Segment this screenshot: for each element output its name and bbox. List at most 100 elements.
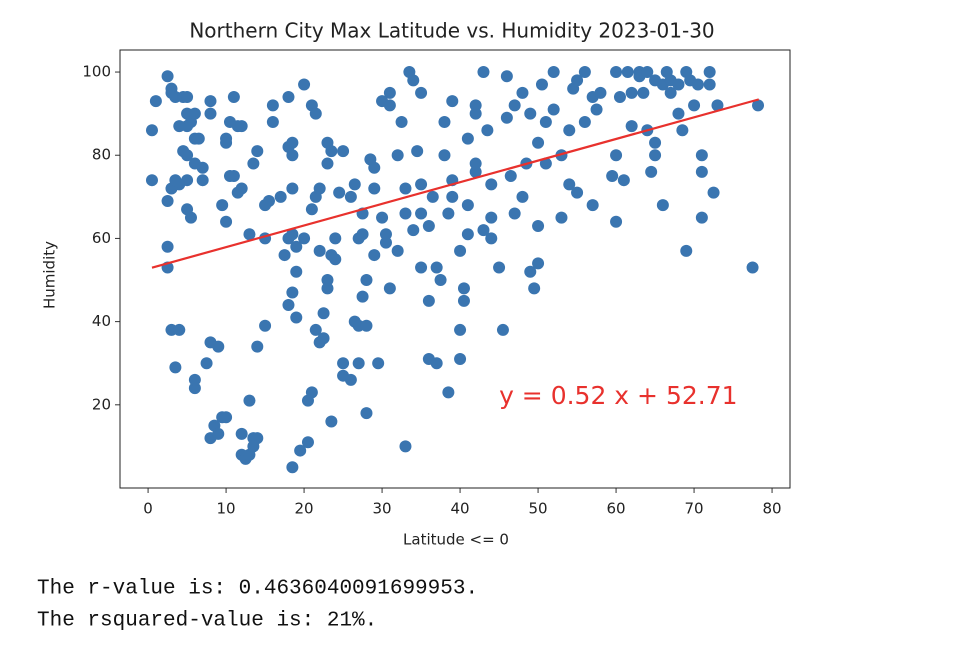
- data-point: [181, 149, 194, 162]
- data-point: [415, 178, 428, 191]
- data-point: [223, 170, 236, 183]
- data-point: [247, 440, 260, 453]
- data-point: [672, 107, 685, 120]
- data-point: [571, 74, 584, 87]
- data-point: [325, 415, 338, 428]
- y-tick-label: 80: [92, 146, 111, 164]
- data-point: [676, 124, 689, 137]
- data-point: [360, 319, 373, 332]
- data-point: [313, 182, 326, 195]
- data-point: [613, 91, 626, 104]
- data-point: [305, 386, 318, 399]
- data-point: [243, 228, 256, 241]
- data-point: [625, 86, 638, 99]
- data-point: [481, 124, 494, 137]
- data-point: [469, 165, 482, 178]
- data-point: [368, 182, 381, 195]
- data-point: [746, 261, 759, 274]
- data-point: [290, 265, 303, 278]
- x-tick-label: 70: [685, 500, 704, 518]
- y-tick-label: 40: [92, 312, 111, 330]
- output-line: The rsquared-value is: 21%.: [37, 610, 377, 633]
- data-point: [469, 99, 482, 112]
- data-point: [192, 132, 205, 145]
- data-point: [356, 290, 369, 303]
- data-point: [625, 120, 638, 133]
- data-point: [262, 194, 275, 207]
- data-point: [352, 357, 365, 370]
- data-point: [524, 265, 537, 278]
- y-tick-label: 60: [92, 229, 111, 247]
- data-point: [399, 440, 412, 453]
- data-point: [446, 190, 459, 203]
- data-point: [578, 115, 591, 128]
- output-line: The r-value is: 0.4636040091699953.: [37, 578, 478, 601]
- data-point: [286, 228, 299, 241]
- data-point: [703, 66, 716, 79]
- data-point: [415, 261, 428, 274]
- data-point: [438, 149, 451, 162]
- x-axis-label: Latitude <= 0: [403, 531, 509, 549]
- data-point: [532, 219, 545, 232]
- data-point: [535, 78, 548, 91]
- data-point: [173, 120, 186, 133]
- y-axis-label: Humidity: [41, 241, 59, 309]
- data-point: [391, 244, 404, 257]
- data-point: [688, 99, 701, 112]
- data-point: [457, 294, 470, 307]
- data-point: [344, 373, 357, 386]
- x-tick-label: 40: [451, 500, 470, 518]
- data-point: [251, 340, 264, 353]
- data-point: [426, 190, 439, 203]
- data-point: [422, 219, 435, 232]
- data-point: [485, 211, 498, 224]
- regression-equation: y = 0.52 x + 52.71: [499, 381, 737, 410]
- x-tick-label: 50: [529, 500, 548, 518]
- data-point: [169, 174, 182, 187]
- data-point: [637, 86, 650, 99]
- chart-title: Northern City Max Latitude vs. Humidity …: [189, 19, 714, 43]
- data-point: [610, 215, 623, 228]
- data-point: [321, 274, 334, 287]
- data-point: [547, 103, 560, 116]
- data-point: [161, 194, 174, 207]
- data-point: [301, 436, 314, 449]
- data-point: [594, 86, 607, 99]
- data-point: [695, 165, 708, 178]
- data-point: [344, 190, 357, 203]
- data-point: [278, 249, 291, 262]
- data-point: [438, 115, 451, 128]
- data-point: [251, 145, 264, 158]
- data-point: [286, 149, 299, 162]
- data-point: [266, 99, 279, 112]
- data-point: [539, 115, 552, 128]
- y-tick-label: 20: [92, 395, 111, 413]
- data-point: [286, 461, 299, 474]
- data-point: [500, 111, 513, 124]
- data-point: [469, 157, 482, 170]
- data-point: [235, 120, 248, 133]
- data-point: [309, 107, 322, 120]
- data-point: [379, 236, 392, 249]
- data-point: [461, 199, 474, 212]
- data-point: [407, 74, 420, 87]
- data-point: [469, 107, 482, 120]
- data-point: [500, 70, 513, 83]
- data-point: [188, 382, 201, 395]
- data-point: [313, 244, 326, 257]
- data-point: [379, 228, 392, 241]
- data-point: [212, 427, 225, 440]
- data-point: [532, 257, 545, 270]
- data-point: [707, 186, 720, 199]
- data-point: [539, 157, 552, 170]
- data-point: [508, 207, 521, 220]
- data-point: [383, 99, 396, 112]
- data-point: [247, 157, 260, 170]
- data-point: [227, 91, 240, 104]
- data-point: [372, 357, 385, 370]
- data-point: [216, 199, 229, 212]
- data-point: [243, 394, 256, 407]
- data-point: [383, 282, 396, 295]
- data-point: [290, 240, 303, 253]
